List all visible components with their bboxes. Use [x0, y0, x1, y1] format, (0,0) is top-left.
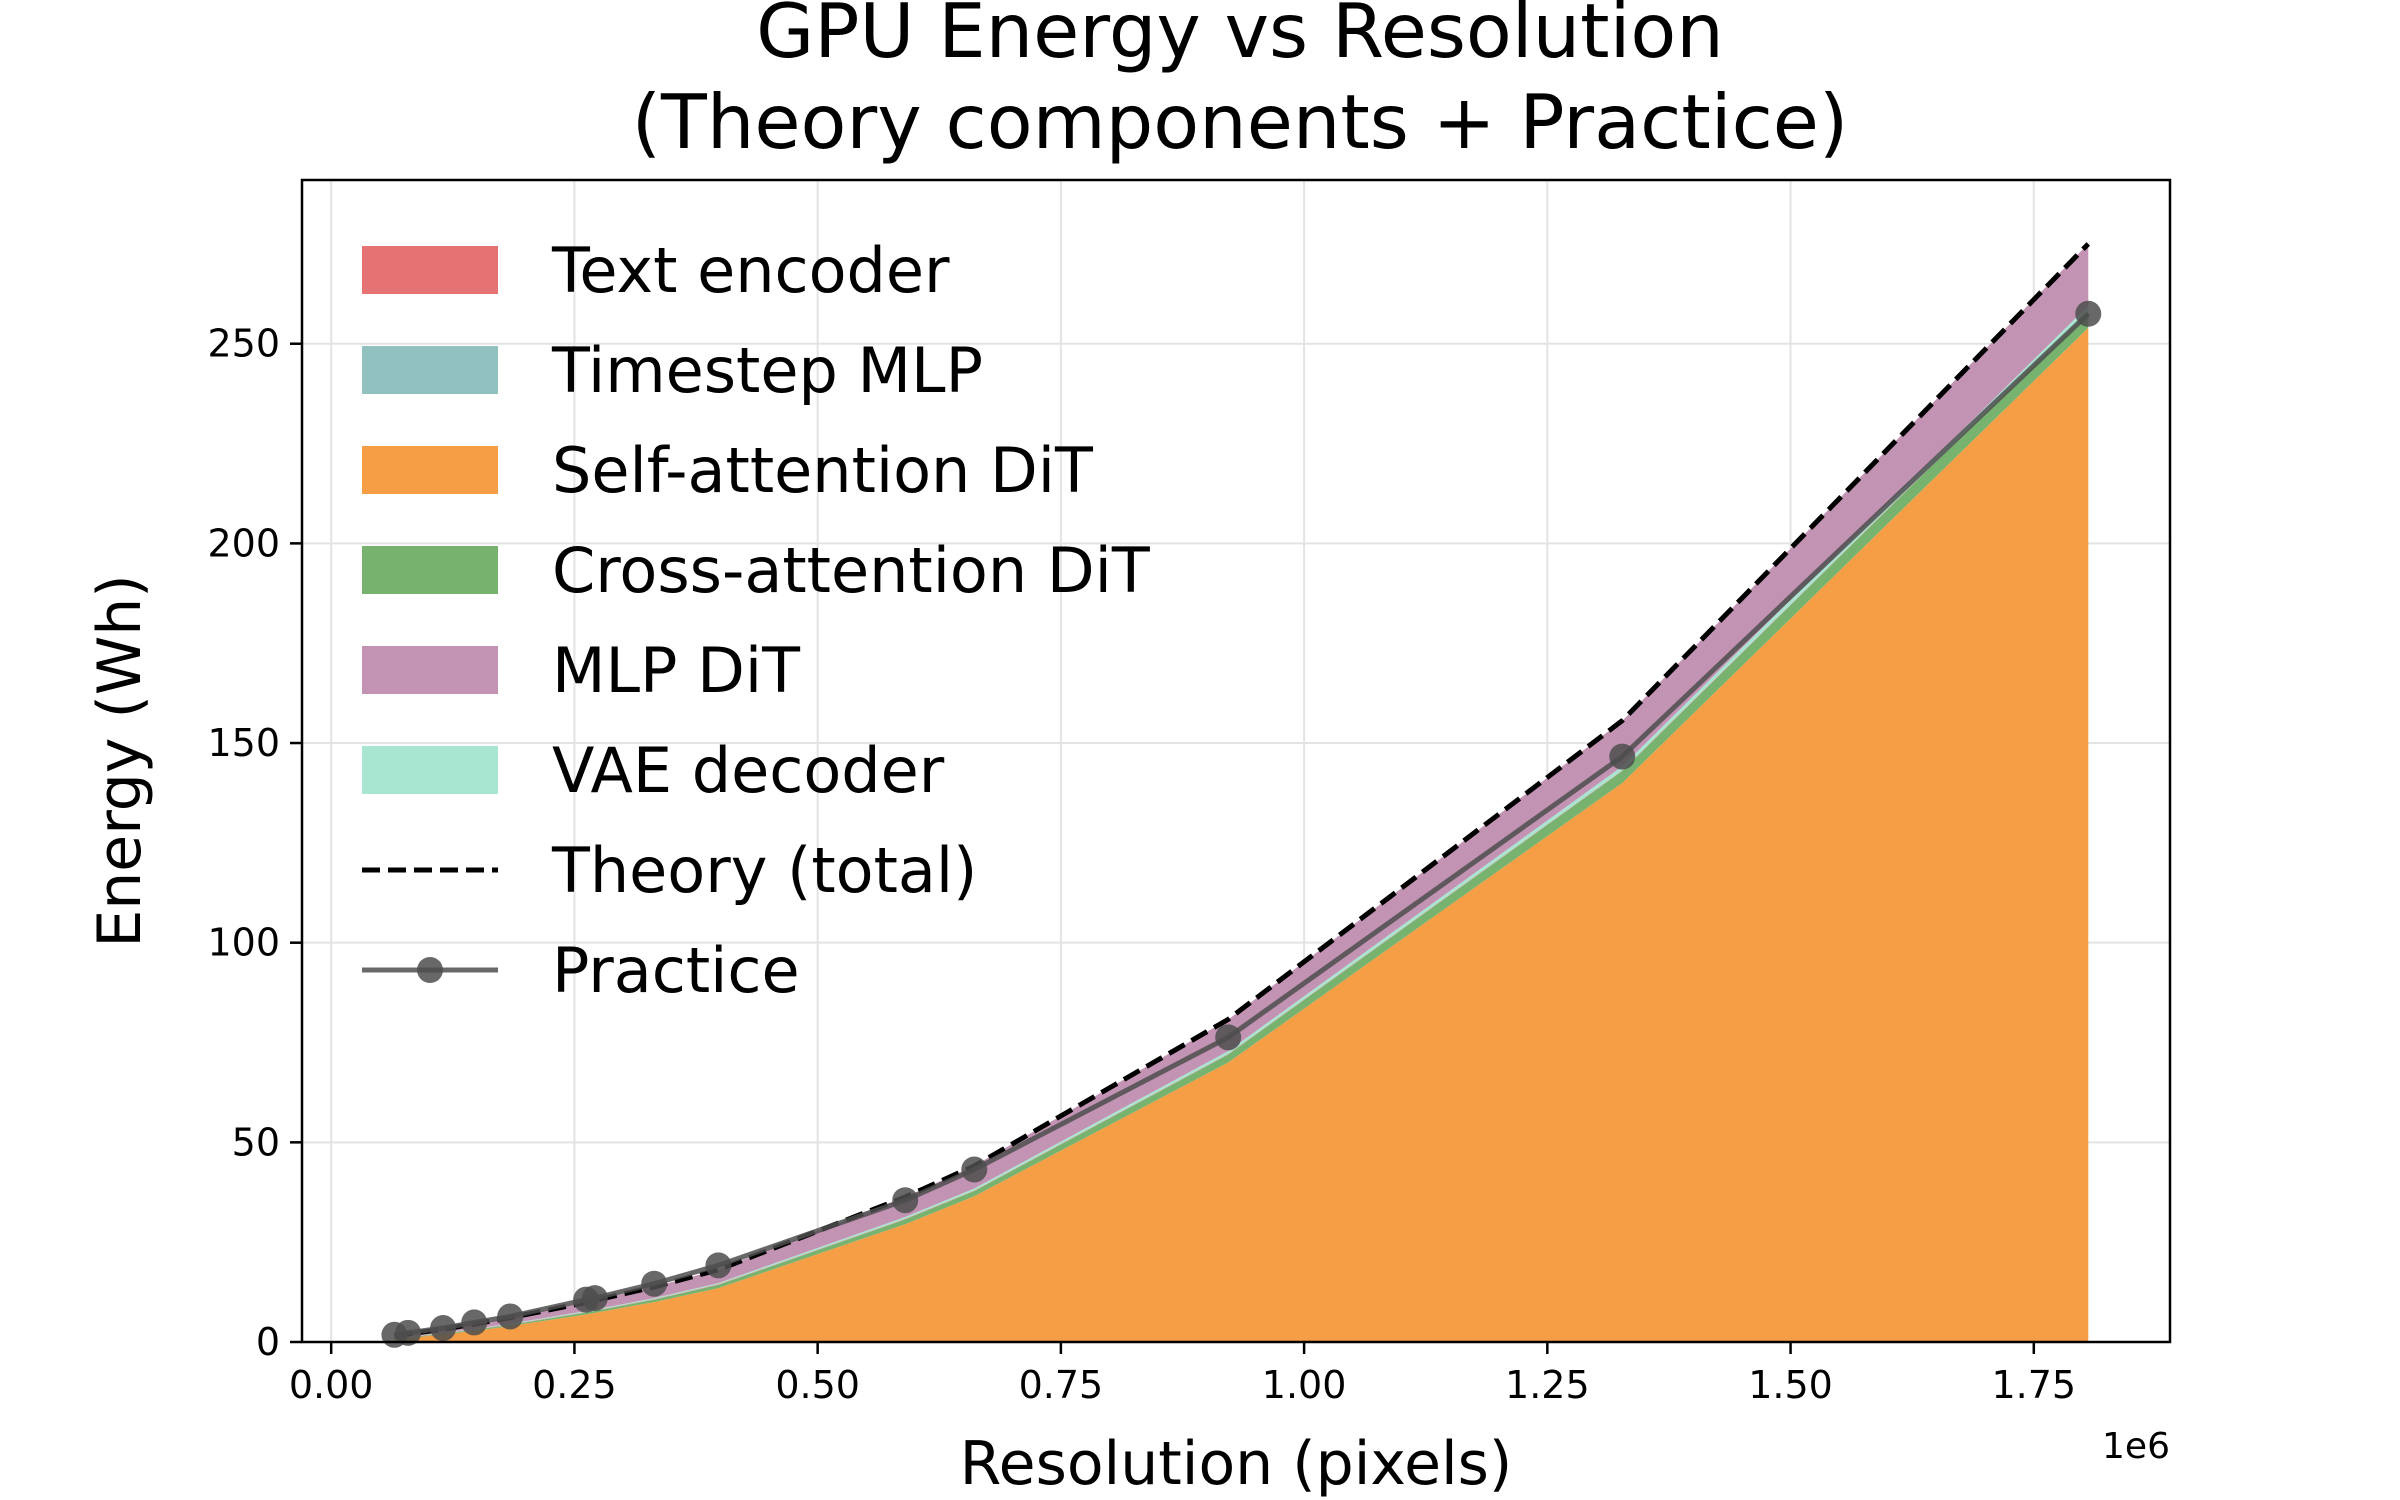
x-tick-label-3: 0.75 [1019, 1363, 1104, 1407]
legend-swatch-self-attention-dit [362, 446, 498, 494]
chart-title-line-1: GPU Energy vs Resolution [756, 0, 1724, 75]
legend-swatch-mlp-dit [362, 646, 498, 694]
x-axis-title: Resolution (pixels) [960, 1429, 1513, 1499]
x-tick-label-2: 0.50 [775, 1363, 860, 1407]
area-self-attention-dit [394, 327, 2089, 1342]
y-axis-title: Energy (Wh) [85, 574, 155, 947]
legend-label-timestep-mlp: Timestep MLP [551, 334, 983, 407]
legend-label-practice: Practice [552, 934, 800, 1007]
practice-point-12 [1609, 743, 1636, 770]
legend: Text encoder Timestep MLP Self-attention D… [362, 234, 1151, 1007]
practice-point-8 [705, 1252, 732, 1279]
practice-point-13 [2075, 300, 2102, 327]
legend-swatch-timestep-mlp [362, 346, 498, 394]
legend-swatch-cross-attention-dit [362, 546, 498, 594]
practice-point-3 [461, 1309, 488, 1336]
stacked-areas [394, 243, 2089, 1342]
legend-marker-practice [417, 957, 443, 983]
y-tick-label-3: 150 [207, 721, 280, 765]
x-tick-label-4: 1.00 [1262, 1363, 1347, 1407]
practice-point-4 [497, 1303, 524, 1330]
y-tick-label-2: 100 [207, 921, 280, 965]
practice-point-7 [641, 1270, 668, 1297]
legend-swatch-vae-decoder [362, 746, 498, 794]
practice-point-10 [961, 1156, 988, 1183]
y-tick-label-0: 0 [256, 1320, 280, 1364]
practice-point-11 [1215, 1024, 1242, 1051]
x-axis-ticks: 0.00 0.25 0.50 0.75 1.00 1.25 1.50 1.75 [289, 1342, 2076, 1407]
y-tick-label-5: 250 [207, 322, 280, 366]
x-tick-label-0: 0.00 [289, 1363, 374, 1407]
x-tick-label-1: 0.25 [532, 1363, 617, 1407]
x-axis-offset-label: 1e6 [2102, 1426, 2170, 1467]
practice-point-9 [892, 1187, 919, 1214]
practice-point-1 [395, 1319, 422, 1346]
practice-point-6 [581, 1285, 608, 1312]
legend-label-cross-attention-dit: Cross-attention DiT [552, 534, 1151, 607]
legend-label-text-encoder: Text encoder [551, 234, 950, 307]
x-tick-label-6: 1.50 [1748, 1363, 1833, 1407]
y-tick-label-1: 50 [232, 1120, 280, 1164]
legend-label-self-attention-dit: Self-attention DiT [552, 434, 1094, 507]
chart-title-line-2: (Theory components + Practice) [632, 78, 1848, 166]
y-tick-label-4: 200 [207, 521, 280, 565]
practice-point-2 [430, 1315, 457, 1342]
legend-label-vae-decoder: VAE decoder [552, 734, 945, 807]
y-axis-ticks: 0 50 100 150 200 250 [207, 322, 302, 1364]
plot-frame [300, 178, 2172, 1344]
x-tick-label-5: 1.25 [1505, 1363, 1590, 1407]
x-tick-label-7: 1.75 [1991, 1363, 2076, 1407]
legend-label-theory-total-: Theory (total) [551, 834, 977, 907]
legend-label-mlp-dit: MLP DiT [552, 634, 801, 707]
legend-swatch-text-encoder [362, 246, 498, 294]
